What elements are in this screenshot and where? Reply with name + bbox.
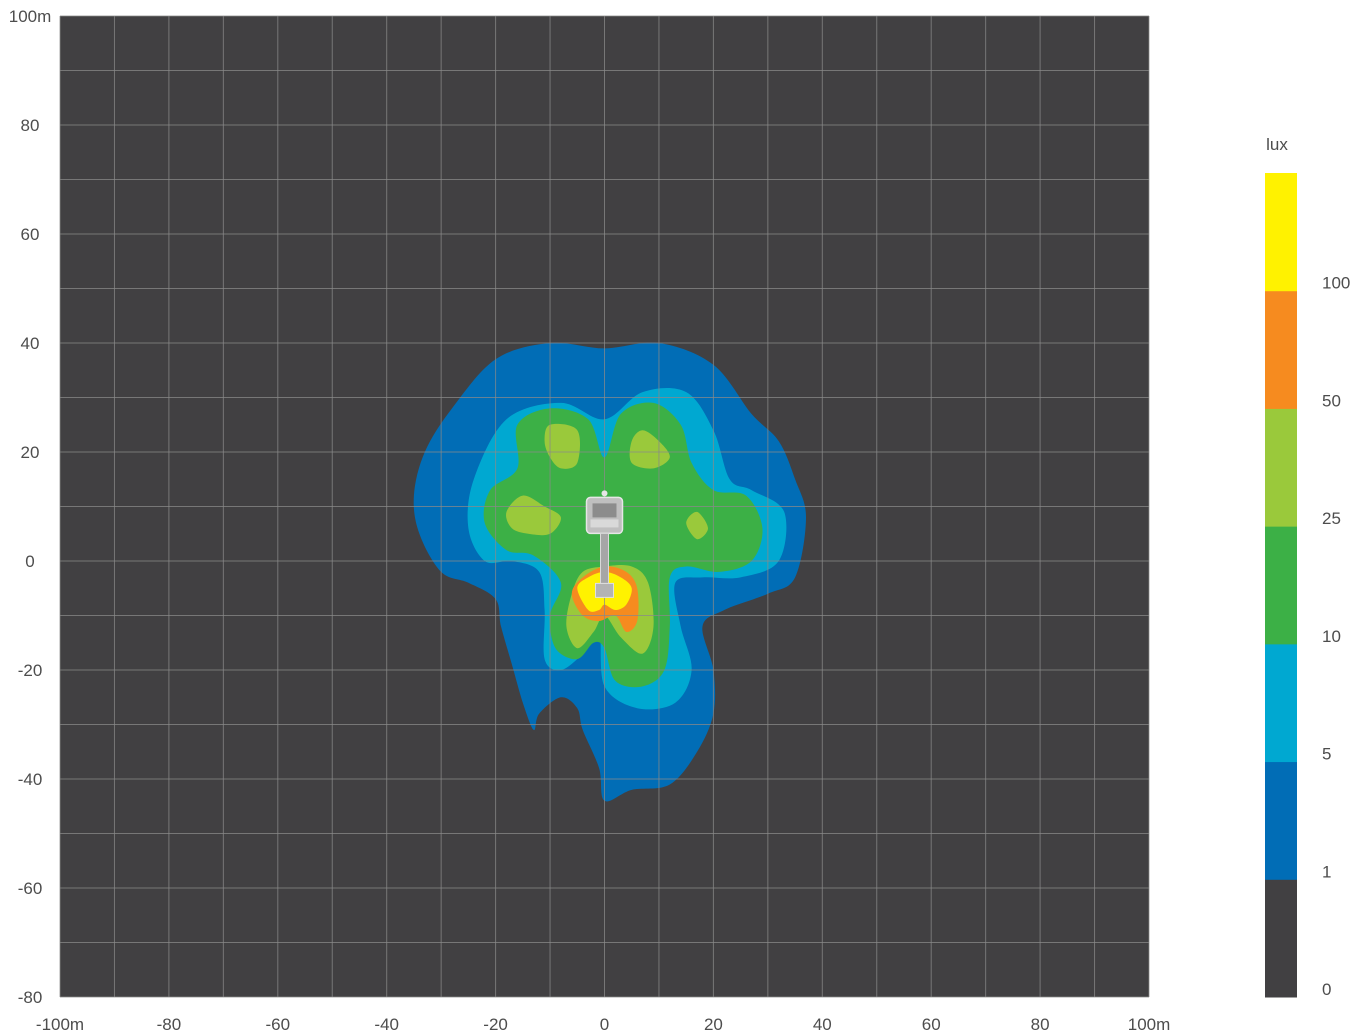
contour-25-lux-4 bbox=[544, 423, 581, 469]
legend-label: 100 bbox=[1322, 274, 1350, 293]
contour-10-lux-2 bbox=[483, 402, 763, 688]
machine-icon bbox=[585, 490, 624, 598]
x-tick-label: -60 bbox=[266, 1015, 291, 1034]
machine-engine bbox=[590, 519, 619, 528]
y-tick-label: 100m bbox=[9, 7, 52, 26]
legend-label: 10 bbox=[1322, 627, 1341, 646]
legend-swatch bbox=[1265, 408, 1297, 527]
contour-25-lux-6 bbox=[686, 511, 708, 540]
y-tick-label: 20 bbox=[21, 443, 40, 462]
legend-swatch bbox=[1265, 761, 1297, 880]
x-tick-label: -80 bbox=[157, 1015, 182, 1034]
machine-cab bbox=[592, 503, 617, 518]
legend: 0 1 5 10 25 50 100 bbox=[1265, 173, 1350, 999]
x-tick-label: 40 bbox=[813, 1015, 832, 1034]
y-tick-label: 80 bbox=[21, 116, 40, 135]
legend-swatch bbox=[1265, 290, 1297, 409]
legend-title: lux bbox=[1266, 135, 1288, 154]
legend-swatch bbox=[1265, 643, 1297, 763]
machine-light bbox=[601, 490, 608, 497]
x-tick-label: -100m bbox=[36, 1015, 84, 1034]
legend-swatch bbox=[1265, 173, 1297, 292]
legend-swatch bbox=[1265, 879, 1297, 998]
y-tick-label: 0 bbox=[25, 552, 34, 571]
machine-bucket bbox=[595, 582, 614, 598]
x-tick-label: -20 bbox=[483, 1015, 508, 1034]
x-tick-label: 100m bbox=[1128, 1015, 1171, 1034]
y-tick-label: 40 bbox=[21, 334, 40, 353]
legend-label: 25 bbox=[1322, 509, 1341, 528]
x-axis-ticks: -100m -80 -60 -40 -20 0 20 40 60 80 100m bbox=[36, 1015, 1170, 1034]
legend-label: 1 bbox=[1322, 862, 1331, 881]
legend-label: 0 bbox=[1322, 980, 1331, 999]
legend-label: 50 bbox=[1322, 391, 1341, 410]
contour-25-lux-5 bbox=[629, 430, 670, 469]
y-tick-label: 60 bbox=[21, 225, 40, 244]
x-tick-label: 20 bbox=[704, 1015, 723, 1034]
y-tick-label: -20 bbox=[18, 661, 43, 680]
grid-lines bbox=[59, 15, 1150, 998]
x-tick-label: 80 bbox=[1031, 1015, 1050, 1034]
y-tick-label: -40 bbox=[18, 770, 43, 789]
x-tick-label: -40 bbox=[374, 1015, 399, 1034]
machine-arm bbox=[600, 532, 609, 586]
isolux-contours bbox=[413, 342, 806, 802]
x-tick-label: 0 bbox=[600, 1015, 609, 1034]
contour-25-lux-3 bbox=[506, 495, 561, 536]
y-tick-label: -80 bbox=[18, 988, 43, 1007]
x-tick-label: 60 bbox=[922, 1015, 941, 1034]
y-axis-ticks: 100m 80 60 40 20 0 -20 -40 -60 -80 bbox=[9, 7, 52, 1007]
legend-label: 5 bbox=[1322, 745, 1331, 764]
legend-swatch bbox=[1265, 526, 1297, 645]
y-tick-label: -60 bbox=[18, 879, 43, 898]
